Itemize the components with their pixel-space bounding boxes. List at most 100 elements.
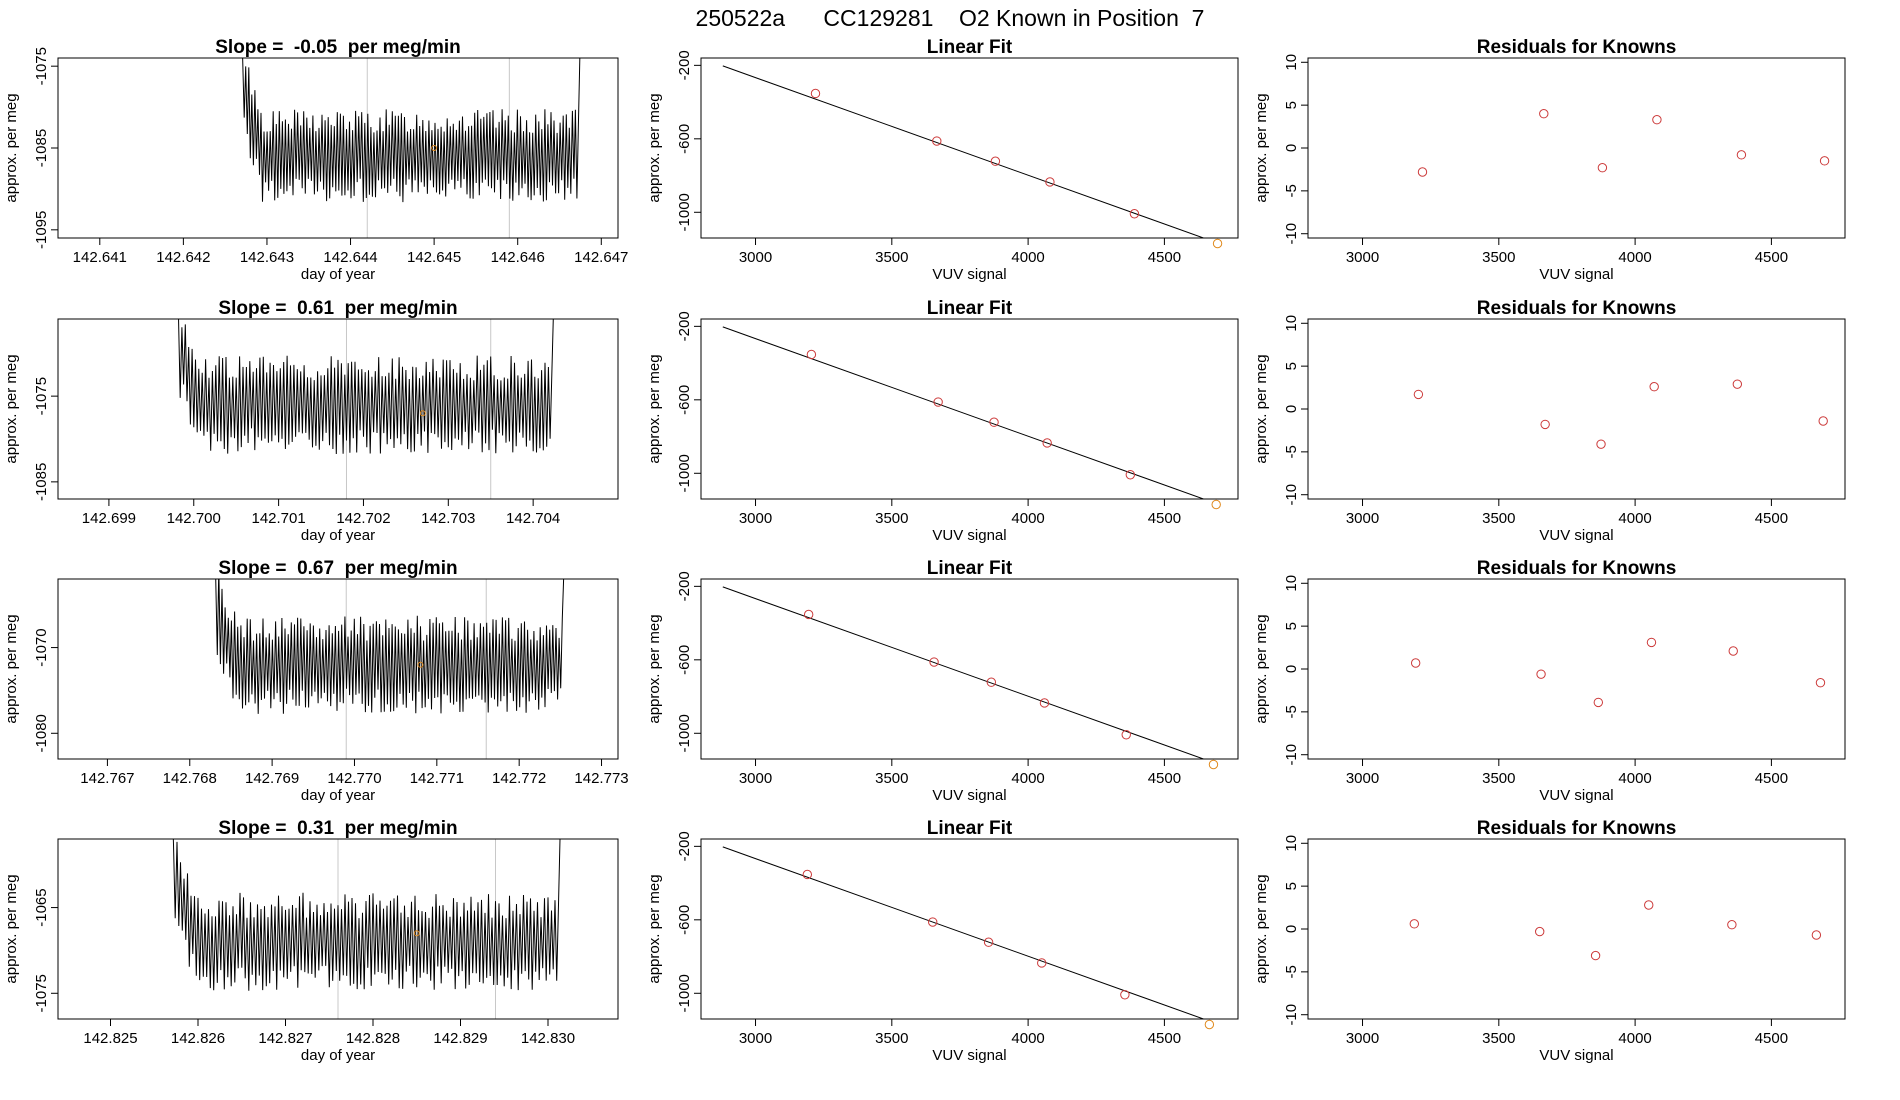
plot-frame [700, 838, 1239, 1020]
x-axis: 142.767 142.768 142.769 142.770 142.771 142.7… [80, 759, 629, 787]
mean-marker [431, 145, 438, 151]
panel-2-2: Linear Fit 3000 3500 4000 4500 VUV signal -100… [646, 298, 1239, 544]
x-tick-label: 142.644 [323, 249, 377, 266]
y-tick-label: 5 [1283, 622, 1300, 630]
data-point [810, 88, 821, 99]
y-axis-label: approx. per meg [646, 354, 663, 463]
data-point [806, 349, 817, 360]
x-axis-label: VUV signal [1539, 266, 1613, 283]
x-tick-label: 3000 [739, 510, 772, 527]
signal-trace [178, 319, 554, 455]
y-axis: -1000 -600 -200 [676, 571, 701, 752]
x-axis-label: day of year [301, 266, 375, 283]
x-tick-label: 4000 [1011, 1030, 1044, 1047]
y-axis: -1000 -600 -200 [676, 50, 701, 231]
y-tick-label: -10 [1283, 223, 1300, 245]
y-axis: -1000 -600 -200 [676, 311, 701, 492]
y-tick-label: -1000 [676, 974, 693, 1012]
y-tick-label: 10 [1283, 835, 1300, 852]
data-point [1596, 439, 1606, 449]
data-point [803, 609, 814, 620]
data-point [1590, 950, 1601, 961]
plot-area [178, 319, 554, 499]
x-tick-label: 142.703 [421, 510, 475, 527]
y-axis-label: approx. per meg [1253, 874, 1270, 983]
y-tick-label: -600 [676, 124, 693, 154]
y-tick-label: -1085 [33, 463, 50, 501]
y-tick-label: -1080 [33, 714, 50, 752]
plot-frame [57, 578, 619, 760]
x-tick-label: 4000 [1011, 510, 1044, 527]
data-point [1125, 470, 1136, 480]
y-tick-label: 0 [1283, 144, 1300, 152]
plot-frame [57, 57, 619, 239]
data-point [1818, 416, 1828, 426]
y-axis-label: approx. per meg [646, 93, 663, 202]
plot-frame [1307, 318, 1846, 500]
x-axis: 142.699 142.700 142.701 142.702 142.703 142.7… [82, 499, 560, 527]
x-axis: 3000 3500 4000 4500 [1346, 499, 1788, 527]
y-tick-label: 10 [1283, 315, 1300, 332]
x-tick-label: 4500 [1148, 249, 1181, 266]
x-tick-label: 142.770 [327, 770, 381, 787]
panel-title: Residuals for Knowns [1477, 298, 1677, 319]
x-tick-label: 4500 [1755, 770, 1788, 787]
x-axis: 3000 3500 4000 4500 [739, 1019, 1181, 1047]
x-axis: 142.825 142.826 142.827 142.828 142.829 142.8… [83, 1019, 575, 1047]
data-point [1736, 150, 1747, 160]
x-tick-label: 142.702 [336, 510, 390, 527]
x-tick-label: 3500 [875, 770, 908, 787]
y-tick-label: -200 [676, 571, 693, 601]
plot-frame [1307, 57, 1846, 239]
y-tick-label: -1095 [33, 211, 50, 249]
y-axis: -1085 -1075 [33, 377, 58, 501]
fit-line [722, 65, 1206, 238]
panel-title: Linear Fit [927, 558, 1013, 579]
y-tick-label: -1000 [676, 454, 693, 492]
panel-title: Slope = 0.67 per meg/min [218, 558, 457, 579]
plot-area [242, 58, 581, 238]
y-axis: -1080 -1070 [33, 628, 58, 752]
mean-marker [413, 930, 420, 937]
plot-frame [700, 318, 1239, 500]
x-tick-label: 142.769 [245, 770, 299, 787]
y-axis: -10 -5 0 5 10 [1283, 835, 1308, 1026]
data-point [1211, 499, 1221, 510]
data-point [1652, 115, 1662, 125]
signal-trace [215, 579, 565, 714]
x-axis: 3000 3500 4000 4500 [739, 759, 1181, 787]
panel-2-3: Residuals for Knowns 3000 3500 4000 4500 VUV … [1253, 298, 1846, 544]
x-tick-label: 142.701 [251, 510, 305, 527]
x-tick-label: 142.768 [163, 770, 217, 787]
y-axis: -10 -5 0 5 10 [1283, 54, 1308, 245]
y-tick-label: -600 [676, 905, 693, 935]
page-title: 250522a CC129281 O2 Known in Position 7 [696, 5, 1205, 31]
y-tick-label: -5 [1283, 184, 1300, 197]
x-axis: 3000 3500 4000 4500 [1346, 238, 1788, 266]
x-tick-label: 142.829 [433, 1030, 487, 1047]
x-tick-label: 142.825 [83, 1030, 137, 1047]
panel-title: Linear Fit [927, 298, 1013, 319]
plot-frame [700, 57, 1239, 239]
y-tick-label: -1000 [676, 193, 693, 231]
panel-title: Linear Fit [927, 818, 1013, 839]
y-axis: -1095 -1085 -1075 [33, 47, 58, 249]
x-tick-label: 3500 [875, 1030, 908, 1047]
x-tick-label: 4000 [1618, 510, 1651, 527]
panel-title: Slope = 0.61 per meg/min [218, 298, 457, 319]
plot-area [215, 579, 565, 759]
x-tick-label: 3000 [1346, 1030, 1379, 1047]
data-point [1212, 238, 1223, 249]
data-point [1646, 637, 1657, 648]
x-tick-label: 3000 [739, 770, 772, 787]
plot-frame [1307, 578, 1846, 760]
x-tick-label: 4000 [1618, 249, 1651, 266]
x-axis-label: day of year [301, 787, 375, 804]
y-tick-label: -10 [1283, 1004, 1300, 1026]
y-tick-label: 5 [1283, 882, 1300, 890]
x-tick-label: 4000 [1618, 770, 1651, 787]
mean-marker [419, 410, 426, 417]
y-axis-label: approx. per meg [646, 614, 663, 723]
plot-area [722, 586, 1206, 759]
